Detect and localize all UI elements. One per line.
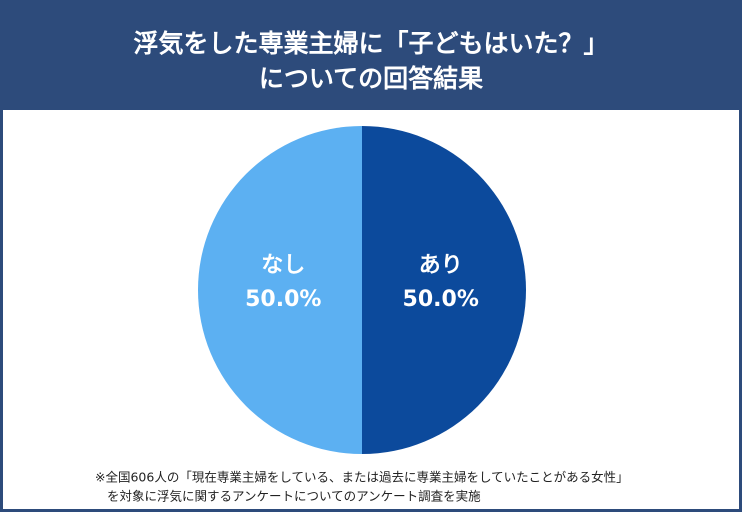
pie: あり 50.0% なし 50.0%	[198, 126, 526, 454]
chart-title: 浮気をした専業主婦に「子どもはいた？」	[133, 29, 608, 58]
pie-slice	[198, 126, 362, 454]
chart-title: についての回答結果	[259, 64, 483, 93]
value-label: 50.0%	[245, 287, 321, 312]
slice-label: なし	[261, 253, 305, 278]
pie-slice	[362, 126, 526, 454]
footnote: を対象に浮気に関するアンケートについてのアンケート調査を実施	[107, 489, 481, 504]
footnote: ※全国606人の「現在専業主婦をしている、または過去に専業主婦をしていたことがあ…	[95, 470, 629, 485]
value-label: 50.0%	[403, 287, 479, 312]
slice-label: あり	[419, 253, 463, 278]
